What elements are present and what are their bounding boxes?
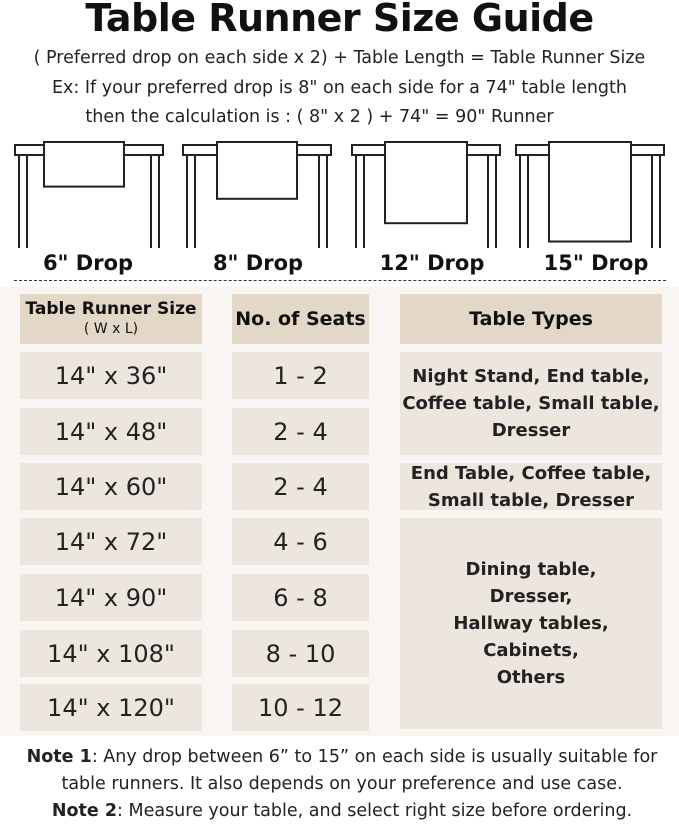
- table-illustration: [515, 141, 665, 248]
- seats-cell: 8 - 10: [232, 630, 369, 677]
- note-2: Note 2: Measure your table, and select r…: [6, 798, 678, 825]
- size-cell: 14" x 72": [20, 518, 202, 565]
- types-cell: Dining table, Dresser, Hallway tables, C…: [400, 518, 662, 729]
- runner: [384, 141, 468, 225]
- drop-label: 6" Drop: [42, 251, 134, 275]
- size-cell: 14" x 48": [20, 408, 202, 455]
- seats-cell: 4 - 6: [232, 518, 369, 565]
- drop-label: 15" Drop: [543, 251, 649, 275]
- header-types: Table Types: [400, 294, 662, 344]
- note-1-label: Note 1: [26, 747, 92, 767]
- example-line-1: Ex: If your preferred drop is 8" on each…: [51, 78, 627, 98]
- size-cell: 14" x 120": [20, 684, 202, 731]
- runner: [43, 141, 125, 188]
- seats-cell: 2 - 4: [232, 463, 369, 510]
- header-size-sub: ( W x L): [83, 321, 139, 337]
- drop-label: 8" Drop: [212, 251, 304, 275]
- size-cell: 14" x 90": [20, 574, 202, 621]
- table-illustration: [14, 141, 164, 248]
- size-cell: 14" x 36": [20, 352, 202, 399]
- seats-cell: 10 - 12: [232, 684, 369, 731]
- runner: [216, 141, 298, 200]
- note-1: Note 1: Any drop between 6” to 15” on ea…: [6, 744, 678, 798]
- formula: ( Preferred drop on each side x 2) + Tab…: [33, 48, 646, 68]
- drop-label: 12" Drop: [379, 251, 485, 275]
- note-1-text: : Any drop between 6” to 15” on each sid…: [61, 747, 658, 794]
- note-2-label: Note 2: [51, 801, 118, 821]
- table-illustration: [351, 141, 501, 248]
- note-2-text: : Measure your table, and select right s…: [117, 801, 633, 821]
- notes: Note 1: Any drop between 6” to 15” on ea…: [6, 744, 678, 825]
- example-line-2: then the calculation is : ( 8" x 2 ) + 7…: [85, 107, 554, 127]
- seats-cell: 2 - 4: [232, 408, 369, 455]
- types-cell: End Table, Coffee table, Small table, Dr…: [400, 463, 662, 511]
- header-seats: No. of Seats: [232, 294, 369, 344]
- table-illustration: [182, 141, 332, 248]
- runner: [548, 141, 632, 243]
- types-cell: Night Stand, End table, Coffee table, Sm…: [400, 352, 662, 455]
- page-title: Table Runner Size Guide: [85, 0, 594, 40]
- header-size: Table Runner Size ( W x L): [20, 294, 202, 344]
- header-size-label: Table Runner Size: [25, 299, 197, 319]
- size-cell: 14" x 60": [20, 463, 202, 510]
- divider: [14, 280, 666, 281]
- seats-cell: 6 - 8: [232, 574, 369, 621]
- seats-cell: 1 - 2: [232, 352, 369, 399]
- size-cell: 14" x 108": [20, 630, 202, 677]
